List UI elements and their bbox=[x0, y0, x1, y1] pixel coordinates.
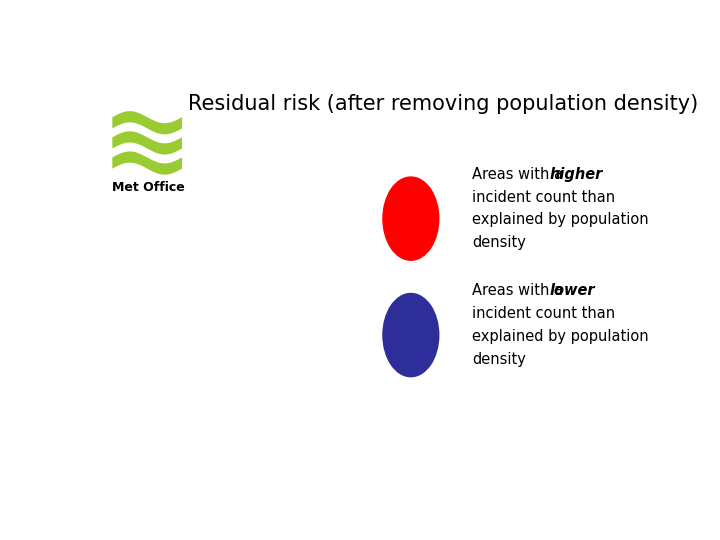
Text: density: density bbox=[472, 235, 526, 250]
Text: density: density bbox=[472, 352, 526, 367]
Text: explained by population: explained by population bbox=[472, 329, 649, 344]
Polygon shape bbox=[112, 151, 182, 174]
Text: Areas with a: Areas with a bbox=[472, 283, 568, 298]
Text: explained by population: explained by population bbox=[472, 212, 649, 227]
Ellipse shape bbox=[383, 177, 438, 260]
Text: Areas with a: Areas with a bbox=[472, 167, 568, 181]
Text: Residual risk (after removing population density): Residual risk (after removing population… bbox=[188, 94, 698, 114]
Ellipse shape bbox=[383, 293, 438, 377]
Polygon shape bbox=[112, 131, 182, 154]
Text: higher: higher bbox=[549, 167, 603, 181]
Text: incident count than: incident count than bbox=[472, 190, 616, 205]
Text: Met Office: Met Office bbox=[112, 181, 185, 194]
Text: incident count than: incident count than bbox=[472, 306, 616, 321]
Text: lower: lower bbox=[549, 283, 595, 298]
Polygon shape bbox=[112, 111, 182, 134]
